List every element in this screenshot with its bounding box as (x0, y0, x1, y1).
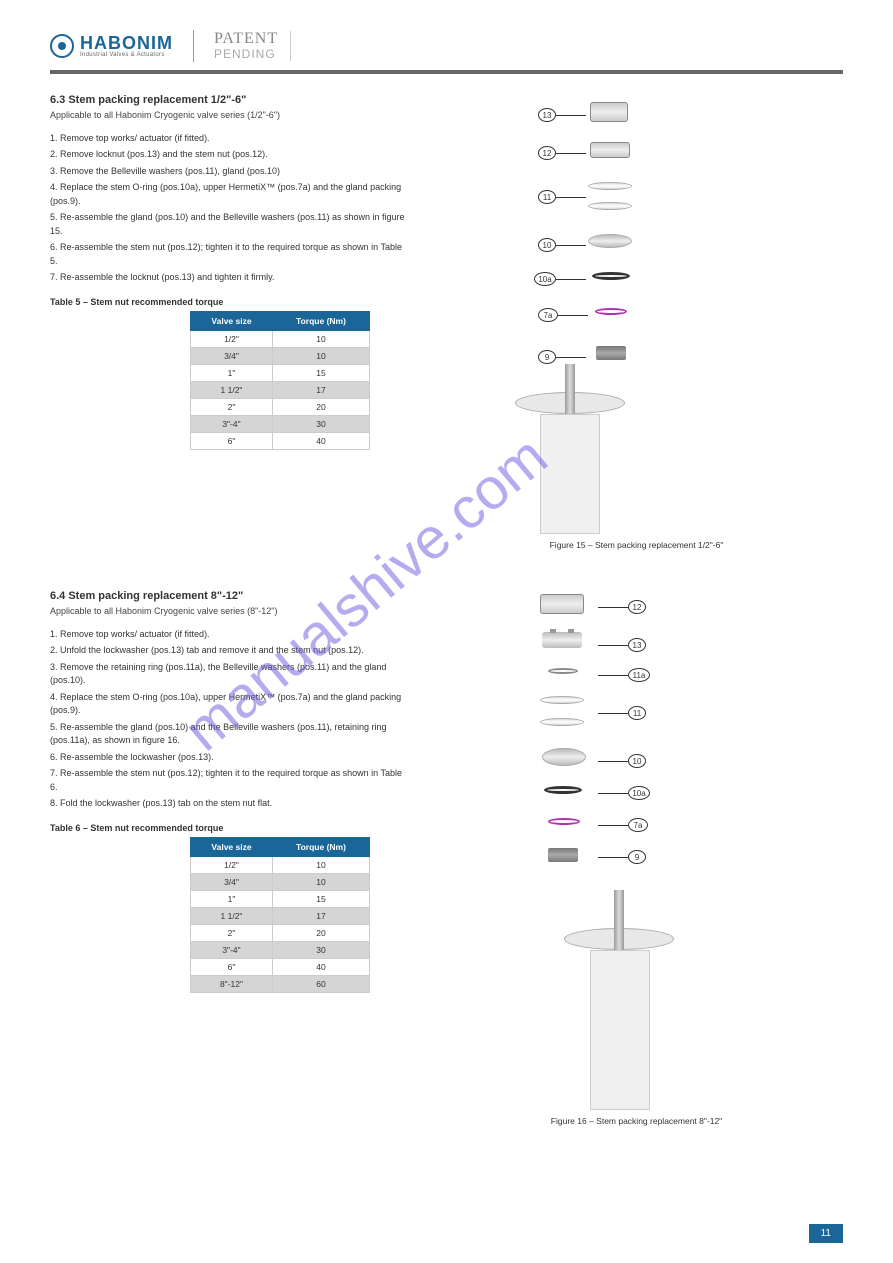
part-stem-nut (590, 142, 630, 158)
step-item: 2. Unfold the lockwasher (pos.13) tab an… (50, 644, 410, 658)
part2-stem-nut (540, 594, 584, 614)
step-item: 5. Re-assemble the gland (pos.10) and th… (50, 721, 410, 748)
logo-sub: Industrial Valves & Actuators (80, 52, 173, 58)
table-row: 3/4"10 (191, 873, 370, 890)
section1-title: 6.3 Stem packing replacement 1/2"-6" (50, 94, 410, 106)
part-oring (592, 272, 630, 280)
table2-title: Table 6 – Stem nut recommended torque (50, 823, 410, 833)
figure16-caption: Figure 16 – Stem packing replacement 8"-… (430, 1116, 843, 1126)
page-number: 11 (809, 1224, 843, 1243)
callout2-11: 11 (628, 706, 646, 720)
table-row: 3"-4"30 (191, 415, 370, 432)
step-item: 5. Re-assemble the gland (pos.10) and th… (50, 211, 410, 238)
section1-steps: 1. Remove top works/ actuator (if fitted… (50, 132, 410, 285)
table1: Valve size Torque (Nm) 1/2"103/4"101"151… (190, 311, 370, 450)
callout-10: 10 (538, 238, 556, 252)
part-gland (588, 234, 632, 248)
part2-oring (544, 786, 582, 794)
callout2-12: 12 (628, 600, 646, 614)
callout2-10a: 10a (628, 786, 650, 800)
section2-title: 6.4 Stem packing replacement 8"-12" (50, 590, 410, 602)
step-item: 3. Remove the Belleville washers (pos.11… (50, 165, 410, 179)
callout-10a: 10a (534, 272, 556, 286)
step-item: 6. Re-assemble the stem nut (pos.12); ti… (50, 241, 410, 268)
figure-15: 13 12 11 10 10a 7a 9 (430, 94, 710, 534)
part-locknut (590, 102, 628, 122)
step-item: 3. Remove the retaining ring (pos.11a), … (50, 661, 410, 688)
step-item: 2. Remove locknut (pos.13) and the stem … (50, 148, 410, 162)
callout-11: 11 (538, 190, 556, 204)
table-row: 1"15 (191, 890, 370, 907)
table2-h2: Torque (Nm) (272, 837, 369, 856)
callout-7a: 7a (538, 308, 558, 322)
table2-h1: Valve size (191, 837, 273, 856)
part2-gland (542, 748, 586, 766)
figure15-caption: Figure 15 – Stem packing replacement 1/2… (430, 540, 843, 550)
part2-hermetix (548, 818, 580, 825)
patent-label: PATENT (214, 31, 278, 47)
part-washer2 (588, 202, 632, 210)
section1-sub: Applicable to all Habonim Cryogenic valv… (50, 110, 410, 122)
header-rule (50, 70, 843, 74)
figure-16: 12 13 11a 11 10 10a 7a 9 (430, 590, 710, 1110)
callout2-10: 10 (628, 754, 646, 768)
table2: Valve size Torque (Nm) 1/2"103/4"101"151… (190, 837, 370, 993)
table1-h1: Valve size (191, 311, 273, 330)
part2-packing (548, 848, 578, 862)
logo: HABONIM Industrial Valves & Actuators (50, 34, 173, 58)
section-1: 6.3 Stem packing replacement 1/2"-6" App… (50, 94, 843, 550)
section-2: 6.4 Stem packing replacement 8"-12" Appl… (50, 590, 843, 1126)
callout-12: 12 (538, 146, 556, 160)
table-row: 6"40 (191, 958, 370, 975)
part-packing (596, 346, 626, 360)
table1-title: Table 5 – Stem nut recommended torque (50, 297, 410, 307)
page-header: HABONIM Industrial Valves & Actuators PA… (50, 30, 843, 62)
part2-lockwasher (542, 632, 582, 648)
table1-h2: Torque (Nm) (272, 311, 369, 330)
section2-sub: Applicable to all Habonim Cryogenic valv… (50, 606, 410, 618)
table-row: 2"20 (191, 924, 370, 941)
table-row: 1/2"10 (191, 856, 370, 873)
patent-box: PATENT PENDING (214, 31, 291, 61)
logo-main: HABONIM (80, 34, 173, 52)
table-row: 3"-4"30 (191, 941, 370, 958)
header-divider (193, 30, 194, 62)
step-item: 6. Re-assemble the lockwasher (pos.13). (50, 751, 410, 765)
callout2-13: 13 (628, 638, 646, 652)
valve-body (540, 414, 600, 534)
table-row: 1 1/2"17 (191, 381, 370, 398)
table-row: 6"40 (191, 432, 370, 449)
step-item: 1. Remove top works/ actuator (if fitted… (50, 628, 410, 642)
part2-washer2 (540, 718, 584, 726)
callout2-7a: 7a (628, 818, 648, 832)
step-item: 4. Replace the stem O-ring (pos.10a), up… (50, 181, 410, 208)
table-row: 1/2"10 (191, 330, 370, 347)
part2-washer1 (540, 696, 584, 704)
callout2-11a: 11a (628, 668, 650, 682)
step-item: 8. Fold the lockwasher (pos.13) tab on t… (50, 797, 410, 811)
callout2-9: 9 (628, 850, 646, 864)
part-washer1 (588, 182, 632, 190)
table-row: 2"20 (191, 398, 370, 415)
valve2-body (590, 950, 650, 1110)
section2-steps: 1. Remove top works/ actuator (if fitted… (50, 628, 410, 811)
step-item: 1. Remove top works/ actuator (if fitted… (50, 132, 410, 146)
patent-sub: PENDING (214, 47, 278, 61)
table-row: 3/4"10 (191, 347, 370, 364)
step-item: 7. Re-assemble the locknut (pos.13) and … (50, 271, 410, 285)
logo-icon (50, 34, 74, 58)
callout-9: 9 (538, 350, 556, 364)
step-item: 4. Replace the stem O-ring (pos.10a), up… (50, 691, 410, 718)
table-row: 1 1/2"17 (191, 907, 370, 924)
callout-13: 13 (538, 108, 556, 122)
step-item: 7. Re-assemble the stem nut (pos.12); ti… (50, 767, 410, 794)
table-row: 1"15 (191, 364, 370, 381)
part-hermetix (595, 308, 627, 315)
part2-retaining (548, 668, 578, 674)
table-row: 8"-12"60 (191, 975, 370, 992)
